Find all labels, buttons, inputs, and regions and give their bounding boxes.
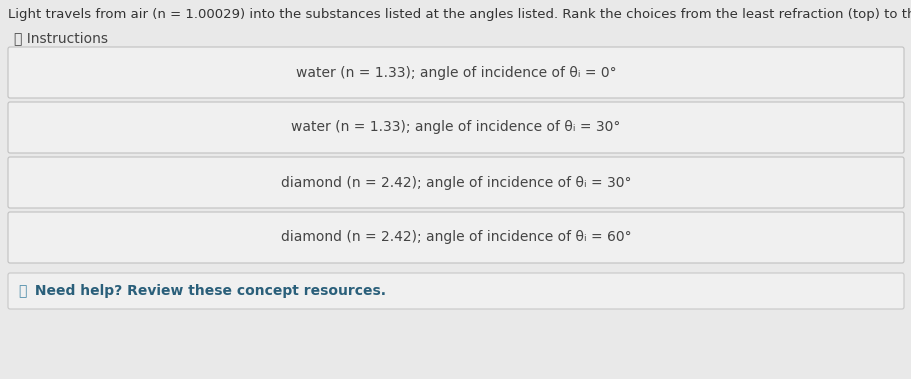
Text: water (n = 1.33); angle of incidence of θᵢ = 0°: water (n = 1.33); angle of incidence of …: [295, 66, 616, 80]
Text: Light travels from air (n = 1.00029) into the substances listed at the angles li: Light travels from air (n = 1.00029) int…: [8, 8, 911, 21]
FancyBboxPatch shape: [8, 273, 903, 309]
FancyBboxPatch shape: [8, 212, 903, 263]
FancyBboxPatch shape: [8, 102, 903, 153]
Text: ⓘ: ⓘ: [18, 284, 26, 298]
Text: ⓘ Instructions: ⓘ Instructions: [14, 31, 107, 45]
FancyBboxPatch shape: [8, 157, 903, 208]
FancyBboxPatch shape: [8, 47, 903, 98]
Text: diamond (n = 2.42); angle of incidence of θᵢ = 60°: diamond (n = 2.42); angle of incidence o…: [281, 230, 630, 244]
Text: diamond (n = 2.42); angle of incidence of θᵢ = 30°: diamond (n = 2.42); angle of incidence o…: [281, 175, 630, 190]
Text: Need help? Review these concept resources.: Need help? Review these concept resource…: [30, 284, 385, 298]
Text: water (n = 1.33); angle of incidence of θᵢ = 30°: water (n = 1.33); angle of incidence of …: [291, 121, 620, 135]
